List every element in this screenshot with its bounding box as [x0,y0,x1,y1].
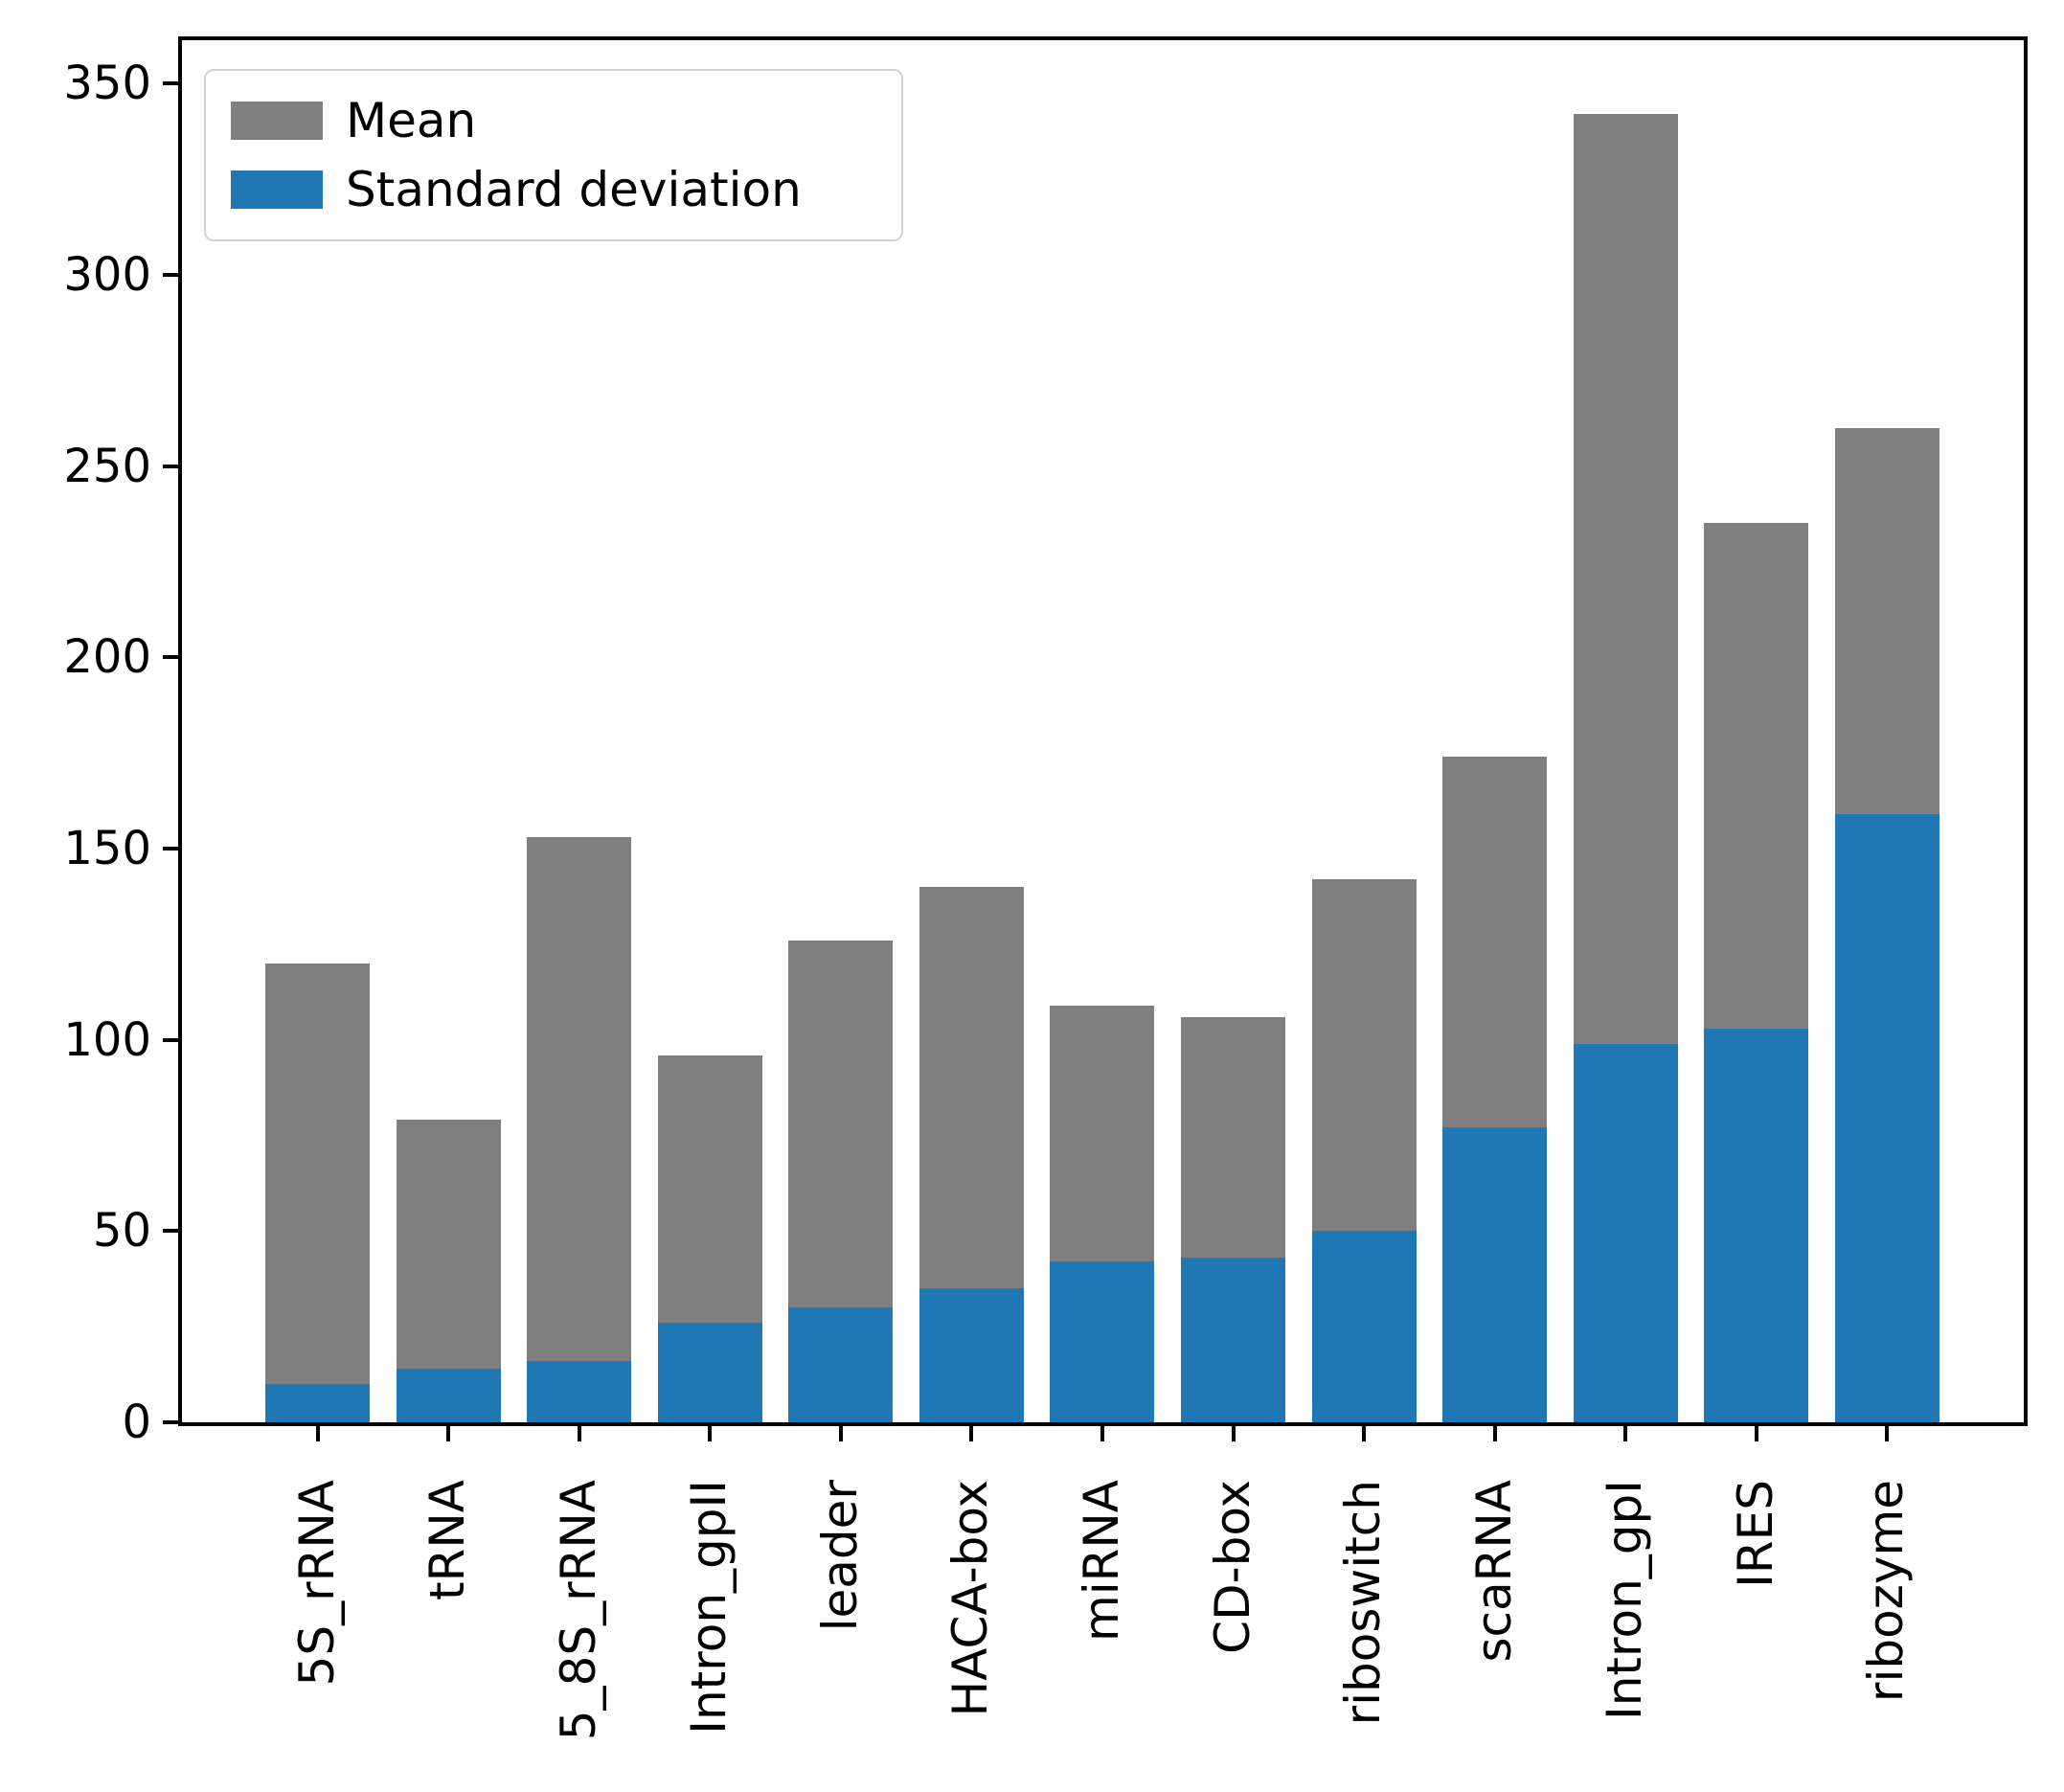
bar-std-riboswitch [1311,1231,1417,1422]
x-tick-mark-IRES [1754,1426,1758,1441]
x-tick-mark-Intron_gpII [708,1426,713,1441]
x-tick-mark-leader [838,1426,843,1441]
x-tick-mark-ribozyme [1885,1426,1890,1441]
bar-std-CD-box [1181,1258,1286,1422]
bar-std-IRES [1704,1028,1809,1422]
x-tick-label-miRNA: miRNA [1073,1480,1129,1642]
x-tick-label-tRNA: tRNA [420,1480,476,1600]
x-tick-label-riboswitch: riboswitch [1335,1480,1392,1726]
bar-std-miRNA [1050,1261,1155,1422]
x-tick-label-scaRNA: scaRNA [1465,1480,1522,1663]
x-tick-mark-riboswitch [1362,1426,1367,1441]
y-tick-mark-150 [163,846,178,851]
y-tick-mark-0 [163,1420,178,1424]
bar-std-leader [788,1307,894,1422]
legend: Mean Standard deviation [204,69,903,241]
y-tick-mark-350 [163,81,178,86]
bar-std-5_8S_rRNA [527,1361,632,1422]
y-tick-mark-300 [163,272,178,277]
bar-mean-5_8S_rRNA [527,836,632,1422]
legend-label-std: Standard deviation [346,162,802,217]
y-tick-label-200: 200 [63,630,151,685]
x-tick-mark-scaRNA [1492,1426,1497,1441]
y-tick-mark-50 [163,1229,178,1234]
legend-item-mean: Mean [231,93,876,148]
x-tick-label-HACA-box: HACA-box [942,1480,999,1717]
bar-std-5S_rRNA [265,1384,370,1422]
bar-std-tRNA [396,1369,501,1422]
y-tick-label-100: 100 [63,1012,151,1067]
x-tick-label-5_8S_rRNA: 5_8S_rRNA [550,1480,606,1741]
x-tick-label-Intron_gpII: Intron_gpII [681,1480,737,1735]
bar-std-Intron_gpII [657,1323,762,1422]
x-tick-mark-5_8S_rRNA [577,1426,581,1441]
y-tick-mark-100 [163,1037,178,1042]
x-tick-mark-miRNA [1100,1426,1104,1441]
mean-color-swatch [231,102,323,140]
bar-std-Intron_gpI [1573,1043,1678,1422]
x-tick-label-leader: leader [811,1480,868,1632]
y-tick-mark-200 [163,655,178,660]
x-tick-label-Intron_gpI: Intron_gpI [1597,1480,1653,1721]
x-tick-label-5S_rRNA: 5S_rRNA [288,1480,345,1687]
y-tick-label-300: 300 [63,247,151,302]
y-tick-label-50: 50 [92,1204,151,1259]
y-tick-label-0: 0 [122,1395,151,1449]
y-tick-mark-250 [163,464,178,468]
x-tick-mark-CD-box [1231,1426,1236,1441]
x-tick-label-CD-box: CD-box [1204,1480,1260,1654]
x-tick-mark-HACA-box [969,1426,974,1441]
x-tick-label-ribozyme: ribozyme [1858,1480,1915,1703]
x-tick-mark-5S_rRNA [315,1426,320,1441]
x-tick-label-IRES: IRES [1727,1480,1783,1588]
y-tick-label-150: 150 [63,821,151,875]
std-color-swatch [231,170,323,209]
y-tick-label-350: 350 [63,57,151,111]
x-tick-mark-tRNA [446,1426,451,1441]
legend-label-mean: Mean [346,93,477,148]
bar-std-scaRNA [1442,1127,1548,1422]
bar-std-HACA-box [919,1288,1024,1422]
bar-std-ribozyme [1834,813,1939,1422]
x-tick-mark-Intron_gpI [1623,1426,1628,1441]
y-tick-label-250: 250 [63,439,151,493]
bar-mean-5S_rRNA [265,963,370,1422]
legend-item-std: Standard deviation [231,162,876,217]
